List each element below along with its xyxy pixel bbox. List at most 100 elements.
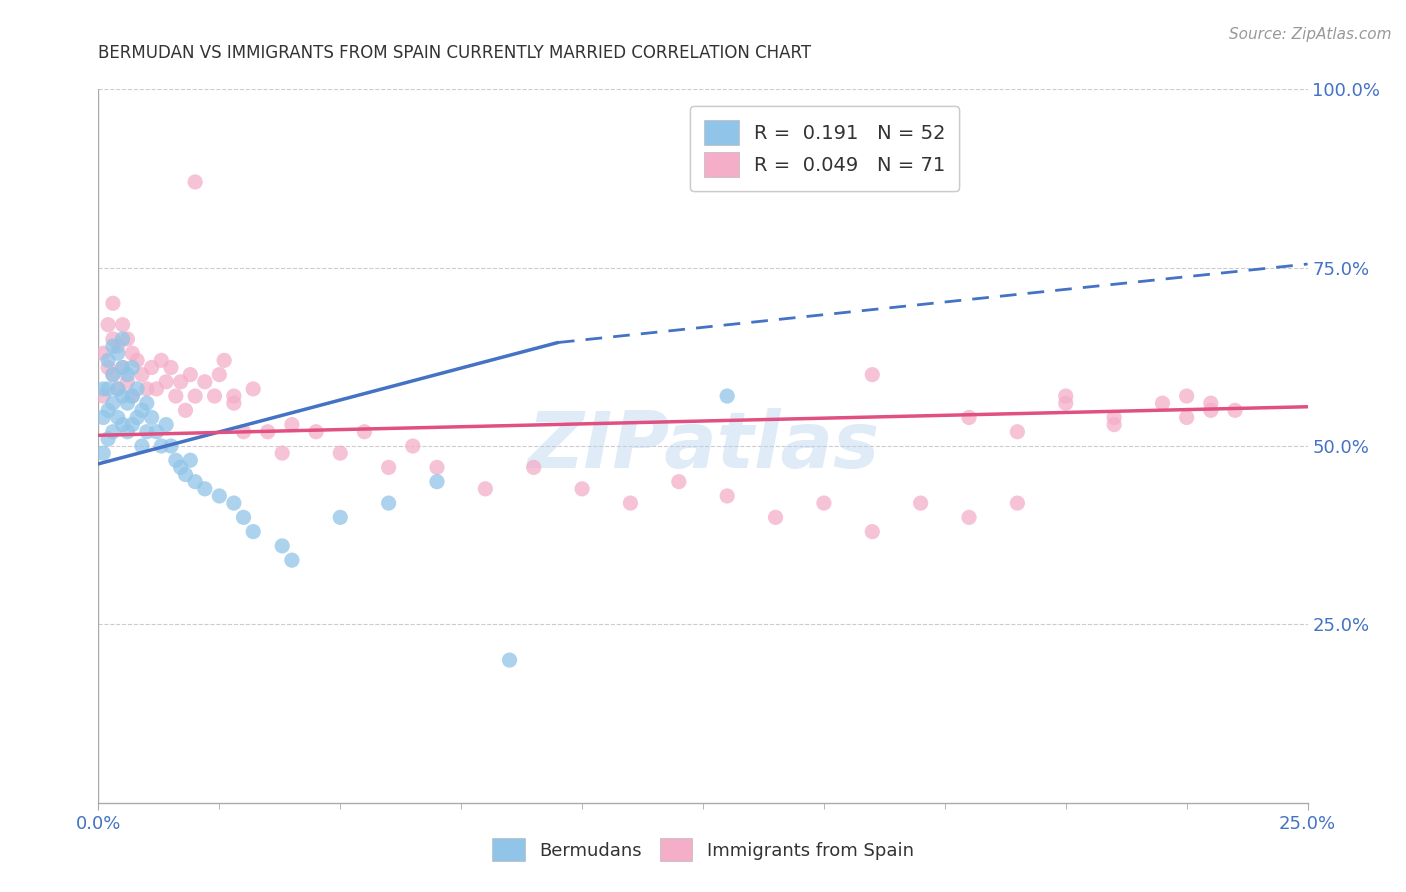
Point xyxy=(111,389,134,403)
Point xyxy=(97,382,120,396)
Point xyxy=(117,332,139,346)
Point xyxy=(101,425,124,439)
Point xyxy=(107,382,129,396)
Point xyxy=(97,403,120,417)
Point xyxy=(141,410,163,425)
Point xyxy=(910,496,932,510)
Point xyxy=(222,396,245,410)
Point xyxy=(329,446,352,460)
Point xyxy=(155,375,177,389)
Point xyxy=(111,360,134,375)
Point xyxy=(1199,396,1222,410)
Point xyxy=(91,410,114,425)
Point xyxy=(194,375,217,389)
Point xyxy=(256,425,278,439)
Point xyxy=(91,382,114,396)
Point xyxy=(571,482,593,496)
Point xyxy=(97,432,120,446)
Point xyxy=(111,360,134,375)
Text: BERMUDAN VS IMMIGRANTS FROM SPAIN CURRENTLY MARRIED CORRELATION CHART: BERMUDAN VS IMMIGRANTS FROM SPAIN CURREN… xyxy=(98,45,811,62)
Point xyxy=(208,489,231,503)
Point xyxy=(1007,496,1029,510)
Point xyxy=(111,318,134,332)
Point xyxy=(668,475,690,489)
Point xyxy=(174,467,197,482)
Point xyxy=(377,460,399,475)
Point xyxy=(117,368,139,382)
Point xyxy=(271,539,294,553)
Point xyxy=(135,382,157,396)
Point xyxy=(765,510,787,524)
Point xyxy=(281,417,304,432)
Point xyxy=(194,482,217,496)
Point xyxy=(179,453,201,467)
Point xyxy=(222,389,245,403)
Point xyxy=(111,417,134,432)
Point xyxy=(107,410,129,425)
Point xyxy=(169,460,191,475)
Point xyxy=(101,368,124,382)
Point xyxy=(957,510,980,524)
Point xyxy=(127,353,149,368)
Point xyxy=(179,368,201,382)
Point xyxy=(474,482,496,496)
Point xyxy=(101,339,124,353)
Point xyxy=(232,510,254,524)
Point xyxy=(242,382,264,396)
Point xyxy=(121,346,143,360)
Point xyxy=(1102,410,1125,425)
Point xyxy=(271,446,294,460)
Point xyxy=(107,339,129,353)
Point xyxy=(1175,389,1198,403)
Point xyxy=(121,389,143,403)
Point xyxy=(813,496,835,510)
Point xyxy=(1223,403,1246,417)
Point xyxy=(716,489,738,503)
Point xyxy=(212,353,235,368)
Point xyxy=(169,375,191,389)
Point xyxy=(117,425,139,439)
Point xyxy=(1152,396,1174,410)
Point xyxy=(127,410,149,425)
Point xyxy=(305,425,328,439)
Point xyxy=(165,389,187,403)
Point xyxy=(377,496,399,510)
Point xyxy=(619,496,641,510)
Point xyxy=(716,389,738,403)
Point xyxy=(97,360,120,375)
Point xyxy=(101,332,124,346)
Point xyxy=(160,360,183,375)
Point xyxy=(232,425,254,439)
Point xyxy=(101,396,124,410)
Point xyxy=(145,425,167,439)
Point xyxy=(127,382,149,396)
Legend: Bermudans, Immigrants from Spain: Bermudans, Immigrants from Spain xyxy=(479,826,927,874)
Point xyxy=(184,389,207,403)
Point xyxy=(131,439,153,453)
Point xyxy=(91,346,114,360)
Point xyxy=(97,353,120,368)
Point xyxy=(204,389,226,403)
Point xyxy=(523,460,546,475)
Point xyxy=(860,524,883,539)
Point xyxy=(135,425,157,439)
Point xyxy=(135,396,157,410)
Point xyxy=(222,496,245,510)
Point xyxy=(165,453,187,467)
Point xyxy=(208,368,231,382)
Point xyxy=(860,368,883,382)
Point xyxy=(1054,396,1077,410)
Point xyxy=(91,389,114,403)
Point xyxy=(184,475,207,489)
Point xyxy=(329,510,352,524)
Point xyxy=(101,368,124,382)
Point xyxy=(150,353,173,368)
Point xyxy=(131,368,153,382)
Point xyxy=(353,425,375,439)
Point xyxy=(957,410,980,425)
Point xyxy=(1007,425,1029,439)
Point xyxy=(150,439,173,453)
Point xyxy=(1102,417,1125,432)
Point xyxy=(107,382,129,396)
Point xyxy=(1175,410,1198,425)
